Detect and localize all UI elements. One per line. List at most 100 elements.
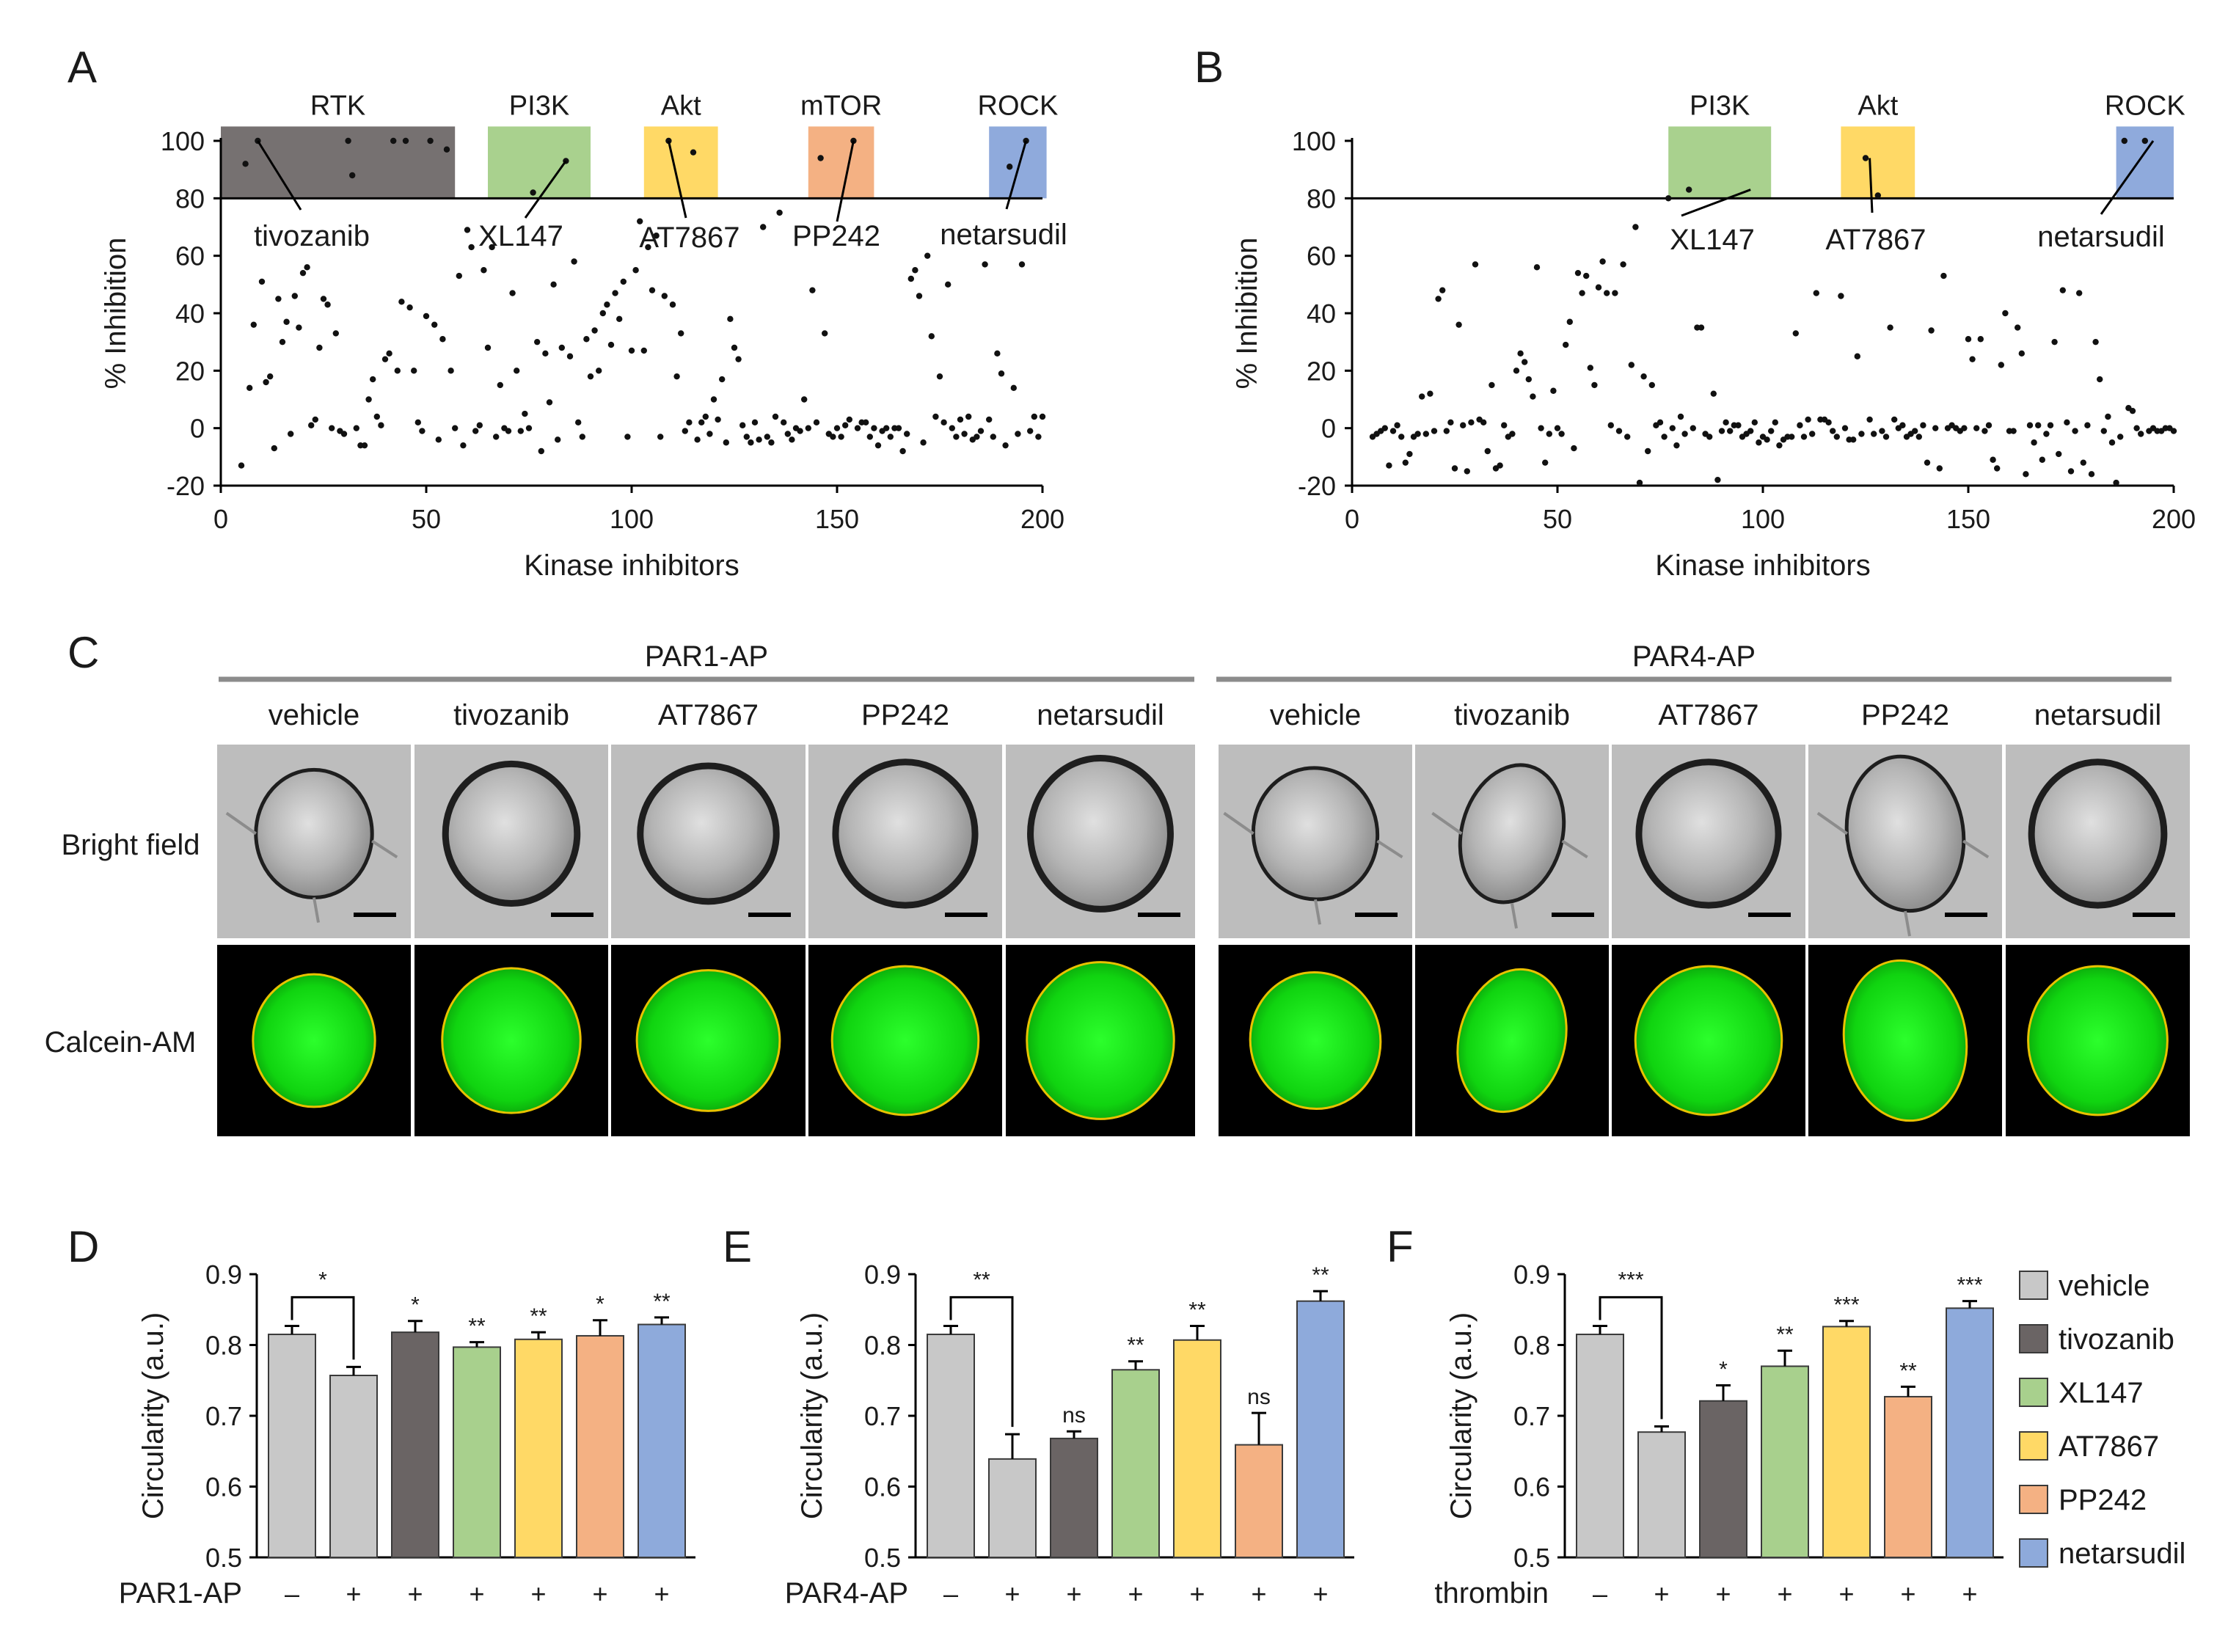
data-point (1533, 264, 1541, 271)
y-tick-label: 100 (161, 126, 205, 156)
column-label-vehicle: vehicle (269, 699, 360, 731)
data-point (550, 281, 557, 288)
panel-label-b: B (1194, 43, 1224, 92)
data-point (1858, 431, 1865, 437)
data-point (702, 413, 709, 420)
data-point (1010, 384, 1018, 392)
data-point (1915, 434, 1922, 440)
legend-label: PP242 (2059, 1484, 2147, 1516)
cell-bright-field (637, 762, 780, 905)
data-point (402, 137, 409, 145)
data-point (690, 149, 697, 156)
y-tick-label: 0.9 (1513, 1260, 1550, 1290)
data-point (1406, 450, 1413, 458)
significance-label: ** (653, 1290, 671, 1314)
kinase-group-label: RTK (310, 90, 365, 121)
data-point (1007, 164, 1013, 170)
y-tick-label: -20 (167, 471, 205, 501)
column-label-netarsudil: netarsudil (1037, 699, 1164, 731)
cell-calcein (1026, 961, 1175, 1120)
data-point (390, 137, 397, 145)
y-tick-label: 0.8 (1513, 1331, 1550, 1361)
treatment-sign: + (346, 1579, 361, 1609)
treatment-sign: + (1189, 1579, 1205, 1609)
legend-label: tivozanib (2059, 1323, 2174, 1356)
data-point (1554, 425, 1561, 431)
data-point (2026, 422, 2034, 428)
data-point (373, 413, 380, 420)
data-point (710, 396, 717, 403)
bar-chart-f: 0.5 0.6 0.7 0.8 0.9 Circularity (a.u.) – + * + ** +… (1434, 1260, 2004, 1609)
data-point (756, 436, 762, 443)
data-point (1431, 428, 1438, 434)
data-point (1525, 376, 1532, 383)
cell-bright-field (1844, 754, 1966, 913)
data-point (263, 379, 269, 386)
column-label-tivozanib: tivozanib (1454, 699, 1570, 731)
data-point (620, 278, 627, 285)
treatment-sign: + (654, 1579, 669, 1609)
data-point (1887, 324, 1893, 331)
kinase-group-box (221, 126, 456, 199)
data-point (517, 428, 524, 434)
data-point (723, 439, 729, 446)
kinase-group-box (989, 126, 1047, 199)
data-point (912, 267, 918, 274)
y-tick-label: 80 (1307, 183, 1336, 213)
scatter-plot-b: PI3K Akt ROCK -20 0 20 40 60 80 100 0 50 100 150 200 Ki… (1231, 90, 2196, 582)
y-tick-label: 0.6 (1513, 1472, 1550, 1502)
data-point (2010, 428, 2017, 434)
bar-AT7867 (1822, 1326, 1871, 1559)
significance-label: ** (1188, 1298, 1206, 1322)
data-point (2092, 338, 2099, 346)
data-point (1648, 381, 1655, 389)
data-point (329, 425, 335, 431)
data-point (370, 376, 376, 383)
treatment-sign: + (1066, 1579, 1081, 1609)
data-point (961, 431, 968, 437)
data-point (1447, 419, 1454, 426)
data-point (378, 422, 384, 428)
y-axis-label: Circularity (a.u.) (1445, 1312, 1478, 1519)
data-point (2031, 439, 2037, 446)
data-point (1645, 447, 1651, 455)
data-point (1422, 431, 1430, 437)
data-point (1969, 356, 1976, 362)
data-point (419, 428, 425, 434)
data-point (1468, 419, 1475, 426)
annotation-label: netarsudil (2037, 221, 2164, 253)
data-point (604, 301, 610, 308)
y-tick-label: 0.6 (205, 1472, 242, 1502)
microscopy-panel: PAR1-AP PAR4-AP Bright field Calcein-AM … (45, 640, 2190, 1136)
bar-PP242 (1884, 1395, 1932, 1558)
data-point (2133, 425, 2140, 431)
data-point (1607, 422, 1614, 428)
data-point (591, 327, 598, 334)
scatter-plot-a: RTK PI3K Akt mTOR ROCK -20 0 20 40 60 80 100 0 50 100 1… (100, 90, 1067, 582)
data-point (805, 425, 812, 431)
treatment-sign: + (1962, 1579, 1977, 1609)
data-point (304, 264, 310, 271)
data-point (932, 413, 939, 420)
data-point (1768, 428, 1775, 434)
data-point (571, 258, 577, 265)
y-tick-label: 60 (175, 241, 205, 271)
data-point (1632, 224, 1639, 230)
annotation-label: XL147 (1670, 224, 1755, 256)
data-point (308, 422, 315, 428)
data-point (299, 269, 307, 277)
data-point (2059, 287, 2066, 293)
data-point (1657, 419, 1664, 426)
legend-swatch (2019, 1378, 2048, 1407)
data-point (2039, 456, 2045, 463)
kinase-group-label: PI3K (509, 90, 569, 121)
annotation-leader (1681, 189, 1751, 217)
data-point (1027, 428, 1034, 434)
row-label-bright-field: Bright field (62, 829, 200, 861)
y-tick-label: 0 (1321, 414, 1336, 444)
data-point (1464, 468, 1471, 475)
condition-par4: PAR4-AP (1632, 640, 1756, 673)
x-tick-label: 0 (1345, 504, 1359, 534)
data-point (748, 439, 754, 446)
